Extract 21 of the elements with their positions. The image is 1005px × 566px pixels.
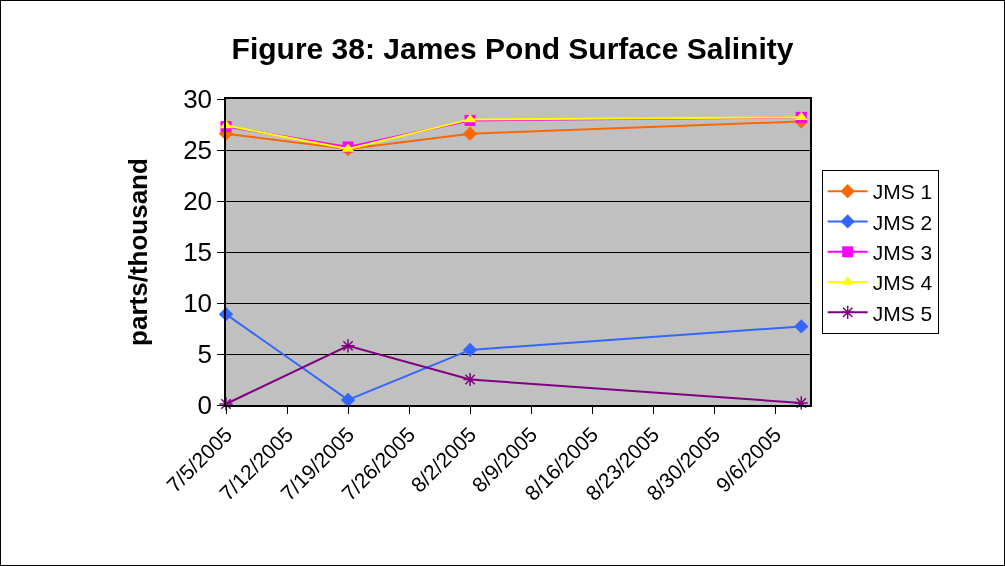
point [794, 319, 809, 334]
legend-label: JMS 1 [872, 180, 933, 204]
y-tick-label: 20 [183, 186, 213, 217]
y-tick-label: 5 [197, 339, 213, 370]
y-tick-label: 10 [183, 288, 213, 319]
legend-label: JMS 3 [872, 240, 933, 264]
y-tick-label: 25 [183, 135, 213, 166]
point [793, 395, 809, 411]
point [462, 342, 478, 358]
point [462, 126, 478, 141]
chart-title: Figure 38: James Pond Surface Salinity [231, 31, 794, 65]
point [218, 396, 234, 412]
point [462, 372, 478, 387]
y-axis-title: parts/thousand [123, 158, 154, 346]
y-tick-label: 30 [183, 84, 213, 115]
legend-label: JMS 5 [872, 301, 933, 325]
legend-label: JMS 2 [872, 210, 933, 234]
legend-label: JMS 4 [872, 271, 933, 295]
y-tick-label: 0 [197, 390, 213, 421]
y-tick-label: 15 [183, 237, 213, 268]
point [340, 338, 356, 354]
